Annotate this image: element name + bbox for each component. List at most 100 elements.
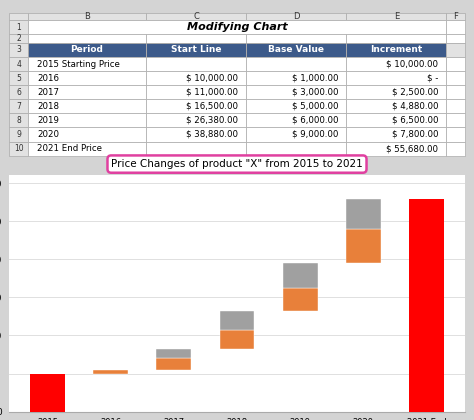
Bar	[27, 13, 146, 20]
Text: Increment: Increment	[370, 45, 422, 55]
Bar	[447, 113, 465, 127]
Text: Base Value: Base Value	[268, 45, 324, 55]
Bar	[9, 20, 27, 34]
Text: 6: 6	[16, 88, 21, 97]
Text: 2020: 2020	[37, 130, 59, 139]
Bar	[27, 71, 146, 85]
Bar	[9, 85, 27, 99]
Text: Modifying Chart: Modifying Chart	[187, 22, 287, 32]
Text: 8: 8	[16, 116, 21, 125]
Bar	[346, 43, 447, 57]
Bar	[219, 311, 255, 330]
Bar	[346, 57, 447, 71]
Bar	[27, 85, 146, 99]
Bar	[93, 373, 128, 412]
Bar	[27, 57, 146, 71]
Bar	[246, 99, 346, 113]
Bar	[447, 99, 465, 113]
Bar	[246, 142, 346, 156]
Bar	[246, 71, 346, 85]
Text: $ 11,000.00: $ 11,000.00	[186, 88, 238, 97]
Bar	[246, 43, 346, 57]
Bar	[246, 34, 346, 43]
Text: 2017: 2017	[37, 88, 59, 97]
Bar	[27, 34, 146, 43]
Bar	[27, 127, 146, 142]
Text: E: E	[393, 12, 399, 21]
Bar	[447, 20, 465, 34]
Text: $ 6,000.00: $ 6,000.00	[292, 116, 338, 125]
Text: 10: 10	[14, 144, 23, 153]
Bar	[9, 43, 27, 57]
Bar	[447, 13, 465, 20]
Bar	[346, 34, 447, 43]
Bar	[283, 288, 318, 311]
Text: 3: 3	[16, 45, 21, 55]
Bar	[9, 57, 27, 71]
Text: 2018: 2018	[37, 102, 59, 111]
Text: $ 38,880.00: $ 38,880.00	[186, 130, 238, 139]
Text: 5: 5	[16, 74, 21, 83]
Text: B: B	[84, 12, 90, 21]
Text: 2021 End Price: 2021 End Price	[37, 144, 102, 153]
Text: F: F	[453, 12, 458, 21]
Bar	[9, 71, 27, 85]
Bar	[447, 57, 465, 71]
Bar	[27, 142, 146, 156]
Bar	[283, 311, 318, 412]
Bar	[283, 263, 318, 288]
Bar	[219, 349, 255, 412]
Bar	[156, 358, 191, 370]
Bar	[346, 113, 447, 127]
Bar	[146, 85, 246, 99]
Bar	[447, 71, 465, 85]
Bar	[219, 330, 255, 349]
Bar	[146, 34, 246, 43]
Bar	[93, 370, 128, 373]
Bar	[146, 142, 246, 156]
Text: $ -: $ -	[427, 74, 438, 83]
Bar	[246, 13, 346, 20]
Bar	[246, 57, 346, 71]
Text: $ 4,880.00: $ 4,880.00	[392, 102, 438, 111]
Bar	[27, 113, 146, 127]
Bar	[346, 229, 381, 263]
Bar	[346, 127, 447, 142]
Text: D: D	[293, 12, 300, 21]
Bar	[447, 34, 465, 43]
Bar	[9, 127, 27, 142]
Bar	[9, 142, 27, 156]
Bar	[447, 142, 465, 156]
Bar	[146, 71, 246, 85]
Text: 2016: 2016	[37, 74, 59, 83]
Bar	[346, 85, 447, 99]
Text: $ 3,000.00: $ 3,000.00	[292, 88, 338, 97]
Bar	[146, 99, 246, 113]
Bar	[156, 370, 191, 412]
Text: $ 5,000.00: $ 5,000.00	[292, 102, 338, 111]
Text: 2015 Starting Price: 2015 Starting Price	[37, 60, 120, 68]
Bar	[27, 20, 447, 34]
Bar	[346, 13, 447, 20]
Text: $ 6,500.00: $ 6,500.00	[392, 116, 438, 125]
Bar	[246, 85, 346, 99]
Bar	[447, 127, 465, 142]
Bar	[9, 99, 27, 113]
Bar	[246, 127, 346, 142]
Bar	[146, 57, 246, 71]
Text: $ 9,000.00: $ 9,000.00	[292, 130, 338, 139]
Text: 4: 4	[16, 60, 21, 68]
Text: $ 10,000.00: $ 10,000.00	[186, 74, 238, 83]
Bar	[346, 200, 381, 229]
Text: $ 2,500.00: $ 2,500.00	[392, 88, 438, 97]
Text: $ 26,380.00: $ 26,380.00	[186, 116, 238, 125]
Bar	[409, 200, 444, 412]
Bar	[146, 43, 246, 57]
Text: 2: 2	[16, 34, 21, 43]
Bar	[146, 113, 246, 127]
Bar	[146, 127, 246, 142]
Text: C: C	[193, 12, 199, 21]
Text: 7: 7	[16, 102, 21, 111]
Bar	[346, 263, 381, 412]
Bar	[246, 113, 346, 127]
